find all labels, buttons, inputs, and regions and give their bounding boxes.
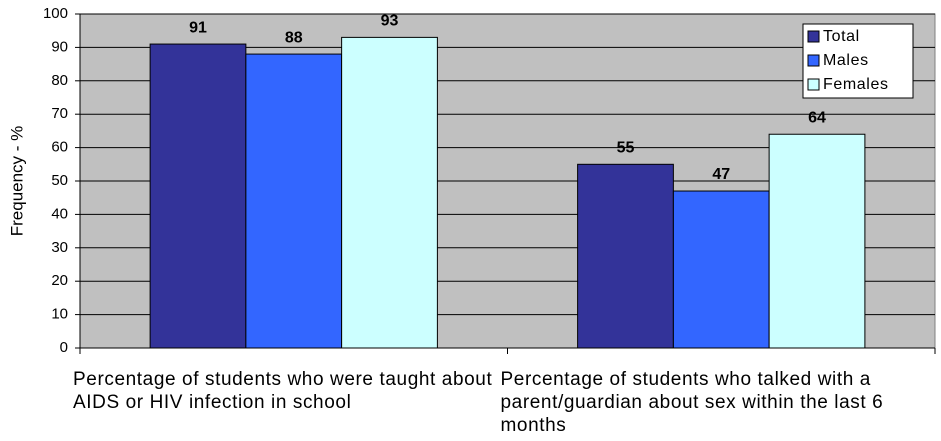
legend-label: Females <box>823 76 889 93</box>
value-label: 93 <box>381 13 399 30</box>
value-label: 91 <box>189 19 207 36</box>
x-tick-label: Percentage of students who were taught a… <box>73 369 493 413</box>
y-axis-label: Frequency - % <box>7 126 26 237</box>
y-tick-label: 70 <box>51 105 68 122</box>
y-tick-label: 60 <box>51 139 68 156</box>
y-tick-label: 50 <box>51 172 68 189</box>
x-tick-label: Percentage of students who talked with a… <box>500 369 884 436</box>
y-tick-label: 10 <box>51 306 68 323</box>
y-tick-label: 100 <box>43 5 68 22</box>
y-tick-label: 0 <box>60 339 68 356</box>
y-tick-label: 30 <box>51 239 68 256</box>
bar <box>341 36 438 349</box>
y-tick-label: 20 <box>51 272 68 289</box>
bar <box>768 133 866 349</box>
value-label: 47 <box>712 166 730 183</box>
legend-box <box>802 23 914 99</box>
legend-swatch <box>807 78 820 91</box>
value-label: 64 <box>808 109 826 126</box>
value-label: 88 <box>285 29 303 46</box>
bar <box>577 163 674 349</box>
y-tick-label: 90 <box>51 38 68 55</box>
y-tick-label: 40 <box>51 205 68 222</box>
bar <box>672 190 770 349</box>
legend-label: Males <box>823 52 869 69</box>
bar <box>149 43 247 349</box>
value-label: 55 <box>617 140 635 157</box>
legend-swatch <box>807 54 820 67</box>
y-tick-label: 80 <box>51 72 68 89</box>
bar <box>245 53 343 349</box>
legend-swatch <box>807 30 820 43</box>
legend-label: Total <box>823 28 860 45</box>
